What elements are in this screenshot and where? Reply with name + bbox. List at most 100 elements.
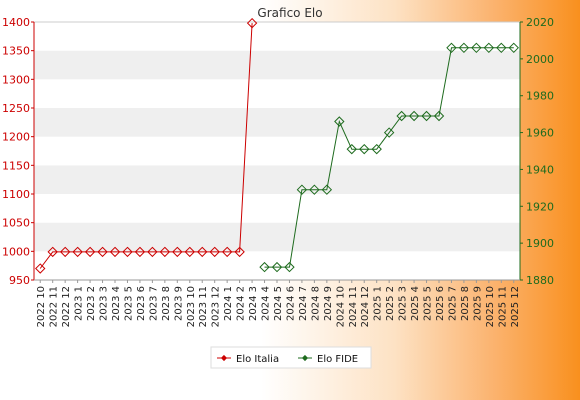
grid-band bbox=[34, 222, 520, 252]
legend: Elo Italia Elo FIDE bbox=[210, 346, 372, 369]
right-tick-label: 1880 bbox=[526, 274, 554, 287]
grid-band bbox=[34, 251, 520, 280]
x-tick-label: 2024 1 bbox=[223, 286, 234, 321]
x-tick-label: 2024 7 bbox=[298, 286, 309, 321]
series-line bbox=[39, 23, 253, 269]
grid-band bbox=[34, 50, 520, 80]
data-point bbox=[408, 110, 420, 122]
x-tick-label: 2023 1 bbox=[74, 286, 85, 321]
data-point bbox=[383, 127, 395, 138]
data-point bbox=[271, 261, 283, 273]
x-tick-label: 2025 5 bbox=[423, 286, 434, 321]
data-point bbox=[321, 184, 333, 195]
grid-band bbox=[34, 165, 520, 194]
data-point bbox=[122, 246, 133, 258]
legend-swatch-marker bbox=[220, 354, 228, 362]
data-point bbox=[35, 263, 46, 274]
data-point bbox=[421, 110, 432, 122]
data-point bbox=[72, 246, 83, 258]
right-tick-label: 2000 bbox=[526, 53, 554, 66]
data-point bbox=[109, 246, 121, 258]
x-tick-label: 2023 4 bbox=[111, 286, 122, 321]
left-tick-label: 1000 bbox=[2, 245, 30, 258]
data-point bbox=[234, 246, 245, 258]
data-point bbox=[147, 246, 158, 258]
x-tick-label: 2025 7 bbox=[447, 286, 458, 321]
left-tick-label: 1350 bbox=[2, 45, 30, 58]
legend-label: Elo Italia bbox=[236, 354, 279, 365]
x-tick-label: 2023 10 bbox=[186, 286, 197, 327]
right-tick-label: 1900 bbox=[526, 237, 554, 250]
x-tick-label: 2023 6 bbox=[136, 286, 147, 321]
data-point bbox=[59, 246, 71, 258]
x-tick-label: 2025 8 bbox=[460, 286, 471, 321]
data-point bbox=[184, 246, 195, 258]
left-tick-label: 1200 bbox=[2, 131, 30, 144]
right-y-axis: 1880 1900 1920 1940 1960 1980 2000 2020 bbox=[519, 16, 554, 287]
x-tick-label: 2024 8 bbox=[310, 286, 321, 321]
x-tick-label: 2025 1 bbox=[373, 286, 384, 321]
x-tick-label: 2022 10 bbox=[36, 286, 47, 327]
data-point bbox=[47, 246, 58, 258]
data-point bbox=[334, 116, 345, 127]
series-layer bbox=[35, 17, 519, 274]
data-point bbox=[159, 246, 171, 258]
series-elo-italia bbox=[35, 17, 258, 274]
data-point bbox=[84, 246, 96, 258]
left-tick-label: 1250 bbox=[2, 102, 30, 115]
x-tick-label: 2024 9 bbox=[323, 286, 334, 321]
data-point bbox=[296, 184, 308, 195]
right-tick-label: 1920 bbox=[526, 200, 554, 213]
data-point bbox=[496, 42, 507, 54]
data-point bbox=[446, 42, 457, 54]
x-tick-label: 2025 11 bbox=[497, 286, 508, 327]
data-point bbox=[359, 143, 370, 155]
data-point bbox=[172, 246, 183, 258]
x-tick-label: 2023 7 bbox=[148, 286, 159, 321]
chart-title: Grafico Elo bbox=[257, 6, 322, 20]
legend-swatch-marker bbox=[301, 354, 309, 362]
x-tick-label: 2023 5 bbox=[123, 286, 134, 321]
x-tick-label: 2023 8 bbox=[161, 286, 172, 321]
x-tick-label: 2024 2 bbox=[236, 286, 247, 321]
data-point bbox=[97, 246, 108, 258]
right-tick-label: 1940 bbox=[526, 163, 554, 176]
data-point bbox=[221, 246, 233, 258]
series-elo-fide bbox=[259, 42, 519, 273]
x-tick-label: 2024 10 bbox=[335, 286, 346, 327]
x-tick-label: 2023 11 bbox=[198, 286, 209, 327]
plot-background-bands bbox=[34, 22, 520, 280]
legend-box bbox=[210, 346, 372, 369]
x-tick-label: 2025 3 bbox=[398, 286, 409, 321]
data-point bbox=[458, 42, 470, 54]
left-tick-label: 950 bbox=[9, 274, 30, 287]
data-point bbox=[433, 110, 445, 122]
data-point bbox=[209, 246, 220, 258]
x-tick-label: 2023 3 bbox=[99, 286, 110, 321]
grid-band bbox=[34, 108, 520, 137]
x-tick-label: 2025 9 bbox=[472, 286, 483, 321]
left-tick-label: 1100 bbox=[2, 188, 30, 201]
x-tick-label: 2023 2 bbox=[86, 286, 97, 321]
left-y-axis: 950 1000 1050 1100 1150 1200 1250 1300 1350 1400 bbox=[2, 16, 35, 287]
left-tick-label: 1150 bbox=[2, 159, 30, 172]
x-tick-label: 2025 10 bbox=[485, 286, 496, 327]
data-point bbox=[134, 246, 146, 258]
data-point bbox=[508, 42, 519, 54]
x-tick-label: 2024 11 bbox=[348, 286, 359, 327]
right-tick-label: 1980 bbox=[526, 90, 554, 103]
x-tick-label: 2025 12 bbox=[510, 286, 521, 327]
data-point bbox=[197, 246, 208, 258]
data-point bbox=[284, 261, 295, 273]
grid-band bbox=[34, 79, 520, 108]
data-point bbox=[246, 17, 258, 29]
x-tick-label: 2025 6 bbox=[435, 286, 446, 321]
x-tick-label: 2023 12 bbox=[211, 286, 222, 327]
data-point bbox=[346, 143, 357, 155]
left-tick-label: 1050 bbox=[2, 217, 30, 230]
x-tick-label: 2024 5 bbox=[273, 286, 284, 321]
grid-band bbox=[34, 194, 520, 223]
data-point bbox=[396, 110, 407, 122]
